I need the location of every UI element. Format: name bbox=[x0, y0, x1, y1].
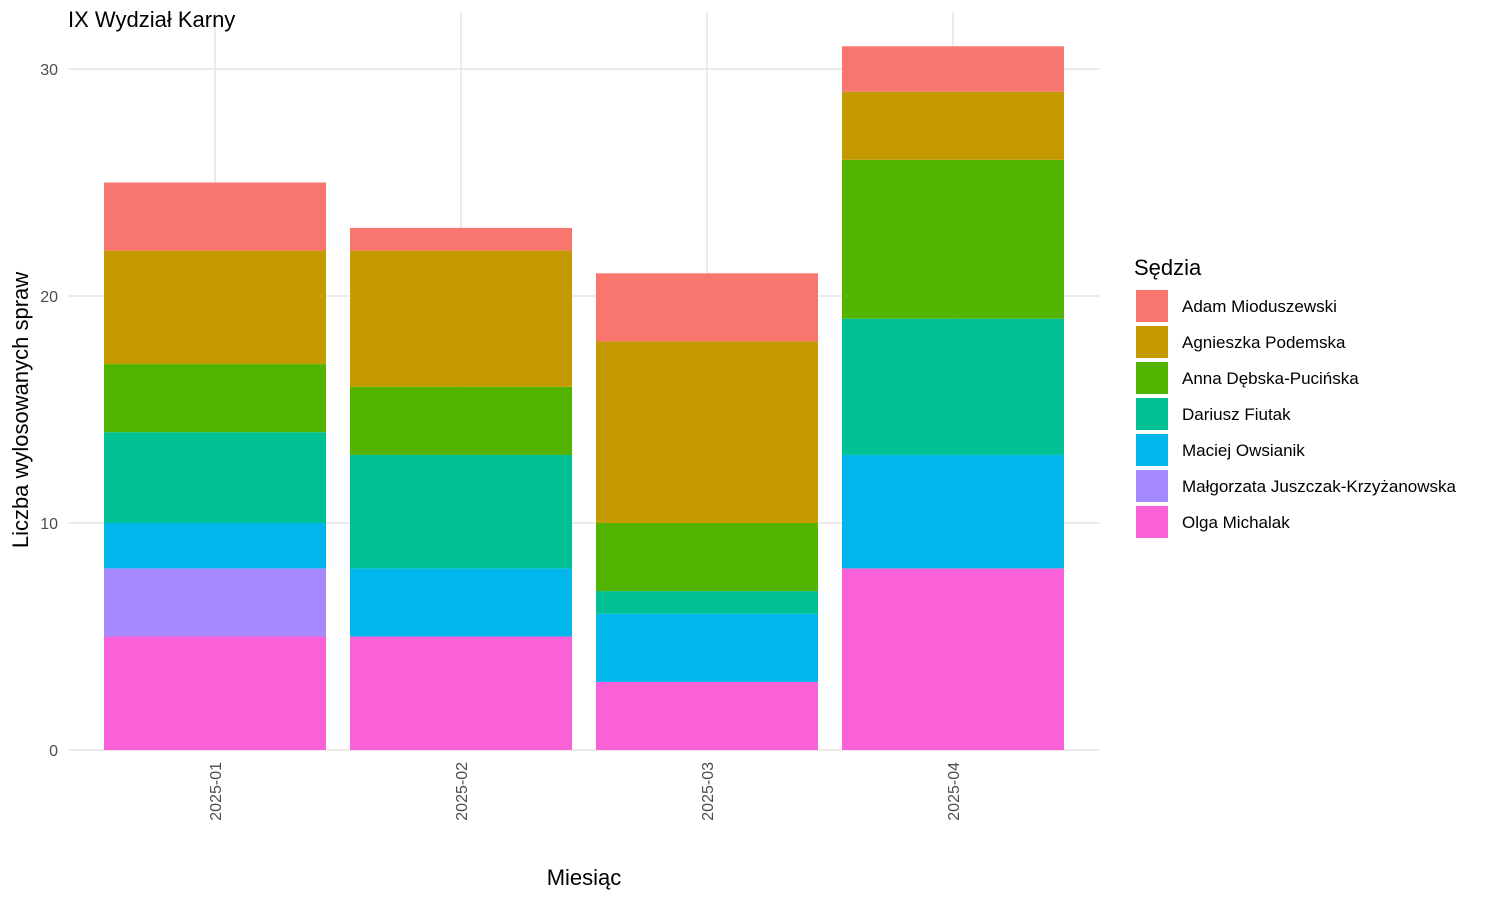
bar-segment bbox=[596, 341, 818, 523]
legend-title: Sędzia bbox=[1134, 255, 1202, 280]
y-axis-ticks: 0 10 20 30 bbox=[40, 62, 58, 760]
legend-label: Adam Mioduszewski bbox=[1182, 297, 1337, 316]
bar-segment bbox=[104, 523, 326, 569]
bar-segment bbox=[842, 159, 1064, 319]
bar-segment bbox=[104, 636, 326, 750]
bar-segment bbox=[350, 386, 572, 455]
bar-segment bbox=[350, 636, 572, 750]
x-tick-label: 2025-01 bbox=[208, 762, 225, 821]
legend-label: Małgorzata Juszczak-Krzyżanowska bbox=[1182, 477, 1457, 496]
legend: Sędzia Adam Mioduszewski Agnieszka Podems… bbox=[1134, 255, 1457, 538]
bar-segment bbox=[104, 182, 326, 251]
bar-segment bbox=[842, 91, 1064, 160]
y-tick-label: 20 bbox=[40, 289, 58, 306]
bar-segment bbox=[350, 250, 572, 387]
legend-swatch bbox=[1136, 362, 1168, 394]
bar-segment bbox=[842, 46, 1064, 92]
legend-label: Dariusz Fiutak bbox=[1182, 405, 1291, 424]
bar-segment bbox=[104, 432, 326, 523]
y-axis-title: Liczba wylosowanych spraw bbox=[8, 272, 33, 548]
legend-label: Olga Michalak bbox=[1182, 513, 1290, 532]
chart-title: IX Wydział Karny bbox=[68, 7, 235, 32]
y-tick-label: 30 bbox=[40, 62, 58, 79]
legend-swatch bbox=[1136, 434, 1168, 466]
legend-swatch bbox=[1136, 506, 1168, 538]
legend-label: Agnieszka Podemska bbox=[1182, 333, 1346, 352]
legend-swatch bbox=[1136, 326, 1168, 358]
bar-segment bbox=[842, 318, 1064, 455]
legend-label: Maciej Owsianik bbox=[1182, 441, 1305, 460]
x-tick-label: 2025-04 bbox=[946, 762, 963, 821]
bar-segment bbox=[596, 273, 818, 342]
bar-segment bbox=[842, 568, 1064, 750]
bar-segment bbox=[104, 568, 326, 637]
x-axis-title: Miesiąc bbox=[547, 865, 622, 890]
bars bbox=[104, 46, 1064, 750]
bar-segment bbox=[596, 613, 818, 682]
bar-segment bbox=[596, 591, 818, 614]
bar-segment bbox=[596, 523, 818, 592]
x-tick-label: 2025-03 bbox=[700, 762, 717, 821]
legend-swatch bbox=[1136, 398, 1168, 430]
x-tick-label: 2025-02 bbox=[454, 762, 471, 821]
bar-segment bbox=[350, 454, 572, 569]
y-tick-label: 0 bbox=[49, 743, 58, 760]
legend-items: Adam Mioduszewski Agnieszka Podemska Anna … bbox=[1136, 290, 1457, 538]
legend-swatch bbox=[1136, 290, 1168, 322]
y-tick-label: 10 bbox=[40, 516, 58, 533]
legend-label: Anna Dębska-Pucińska bbox=[1182, 369, 1359, 388]
bar-segment bbox=[350, 227, 572, 251]
bar-segment bbox=[104, 250, 326, 365]
bar-segment bbox=[596, 681, 818, 750]
bar-segment bbox=[842, 454, 1064, 569]
x-axis-ticks: 2025-01 2025-02 2025-03 2025-04 bbox=[208, 762, 963, 821]
bar-segment bbox=[104, 364, 326, 433]
bar-segment bbox=[350, 568, 572, 637]
legend-swatch bbox=[1136, 470, 1168, 502]
